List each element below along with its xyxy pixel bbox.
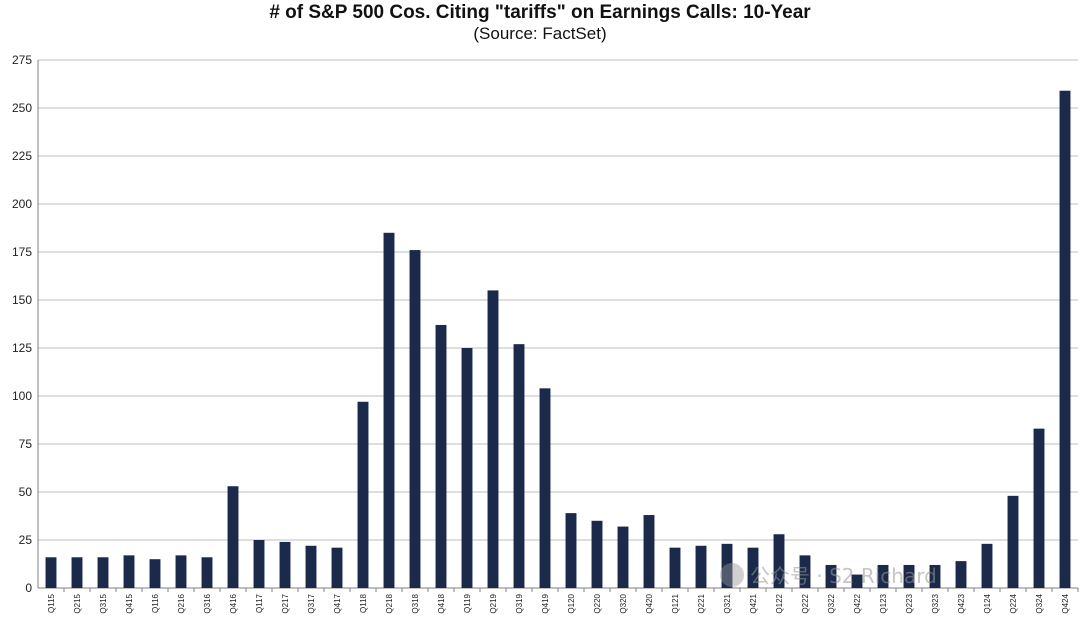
bar: [123, 555, 135, 588]
bar: [253, 540, 265, 588]
x-tick-label: Q418: [437, 593, 446, 613]
bar: [877, 564, 889, 588]
bar: [305, 545, 317, 588]
x-tick-label: Q117: [255, 593, 264, 613]
bar: [331, 547, 343, 588]
y-tick-label: 250: [12, 101, 32, 115]
bar: [409, 250, 421, 588]
bar: [851, 574, 863, 588]
chart-title: # of S&P 500 Cos. Citing "tariffs" on Ea…: [269, 2, 811, 23]
x-tick-label: Q316: [203, 593, 212, 613]
y-tick-label: 25: [19, 533, 33, 547]
bar: [539, 388, 551, 588]
bar: [461, 348, 473, 588]
x-tick-label: Q124: [983, 593, 992, 613]
bar: [955, 561, 967, 588]
bar: [929, 564, 941, 588]
x-tick-label: Q123: [879, 593, 888, 613]
bar: [513, 344, 525, 588]
x-tick-label: Q323: [931, 593, 940, 613]
bar: [175, 555, 187, 588]
bar: [1007, 495, 1019, 588]
y-tick-label: 125: [12, 341, 32, 355]
x-tick-label: Q115: [47, 593, 56, 613]
bar: [721, 543, 733, 588]
bar: [487, 290, 499, 588]
x-tick-label: Q219: [489, 593, 498, 613]
bar: [747, 547, 759, 588]
bar: [97, 557, 109, 588]
watermark: 公众号 · S2 Richard: [720, 560, 937, 589]
x-tick-label: Q119: [463, 593, 472, 613]
y-tick-label: 50: [19, 485, 33, 499]
x-tick-label: Q421: [749, 593, 758, 613]
x-tick-label: Q116: [151, 593, 160, 613]
bar: [903, 564, 915, 588]
x-tick-label: Q118: [359, 593, 368, 613]
x-tick-label: Q324: [1035, 593, 1044, 613]
wechat-icon: [720, 563, 744, 587]
chart-subtitle: (Source: FactSet): [473, 24, 607, 43]
x-tick-label: Q423: [957, 593, 966, 613]
x-tick-label: Q218: [385, 593, 394, 613]
bar: [643, 515, 655, 588]
bar: [591, 520, 603, 588]
bar: [357, 401, 369, 588]
bar: [435, 324, 447, 588]
x-tick-label: Q424: [1061, 593, 1070, 613]
x-tick-label: Q221: [697, 593, 706, 613]
bar: [149, 559, 161, 588]
bar: [45, 557, 57, 588]
bar: [227, 486, 239, 588]
bar: [617, 526, 629, 588]
y-tick-label: 275: [12, 53, 32, 67]
x-tick-label: Q222: [801, 593, 810, 613]
y-tick-label: 100: [12, 389, 32, 403]
x-tick-label: Q422: [853, 593, 862, 613]
bar: [669, 547, 681, 588]
bar: [383, 232, 395, 589]
watermark-text: 公众号 · S2 Richard: [750, 564, 937, 588]
x-tick-label: Q220: [593, 593, 602, 613]
x-tick-label: Q217: [281, 593, 290, 613]
bar: [695, 545, 707, 588]
x-tick-label: Q122: [775, 593, 784, 613]
x-tick-label: Q120: [567, 593, 576, 613]
x-tick-label: Q320: [619, 593, 628, 613]
x-tick-label: Q215: [73, 593, 82, 613]
x-tick-label: Q416: [229, 593, 238, 613]
bar: [799, 555, 811, 588]
x-tick-label: Q319: [515, 593, 524, 613]
y-tick-label: 200: [12, 197, 32, 211]
x-tick-label: Q321: [723, 593, 732, 613]
bar: [201, 557, 213, 588]
x-tick-label: Q224: [1009, 593, 1018, 613]
bar: [981, 543, 993, 588]
bar: [565, 513, 577, 588]
bar: [825, 564, 837, 588]
y-tick-label: 225: [12, 149, 32, 163]
bar: [71, 557, 83, 588]
x-tick-label: Q223: [905, 593, 914, 613]
x-tick-label: Q317: [307, 593, 316, 613]
bar: [279, 541, 291, 588]
bar: [773, 534, 785, 588]
y-tick-label: 0: [25, 581, 32, 595]
x-tick-label: Q417: [333, 593, 342, 613]
x-tick-label: Q216: [177, 593, 186, 613]
x-tick-label: Q318: [411, 593, 420, 613]
y-tick-label: 175: [12, 245, 32, 259]
x-tick-label: Q420: [645, 593, 654, 613]
bar: [1059, 90, 1071, 588]
y-tick-label: 75: [19, 437, 33, 451]
x-tick-label: Q415: [125, 593, 134, 613]
x-tick-label: Q322: [827, 593, 836, 613]
x-tick-label: Q419: [541, 593, 550, 613]
x-tick-label: Q121: [671, 593, 680, 613]
y-tick-label: 150: [12, 293, 32, 307]
x-tick-label: Q315: [99, 593, 108, 613]
bar: [1033, 428, 1045, 588]
